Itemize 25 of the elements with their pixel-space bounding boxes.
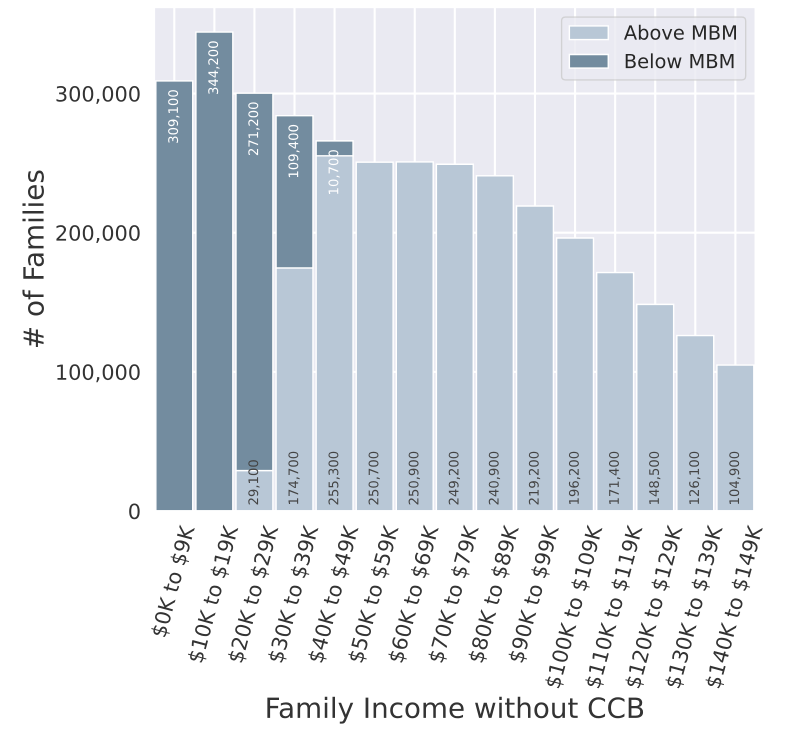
y-axis-title: # of Families	[22, 170, 44, 347]
data-label: 250,900	[408, 452, 420, 504]
data-label: 255,300	[328, 452, 340, 504]
data-label: 309,100	[168, 90, 180, 143]
y-tick-label: 300,000	[56, 86, 140, 104]
data-label: 148,500	[649, 452, 660, 504]
legend-label: Above MBM	[624, 24, 736, 40]
legend-label: Below MBM	[626, 53, 734, 68]
data-label: 249,200	[448, 452, 460, 504]
data-label: 104,900	[729, 452, 741, 504]
x-axis-title: Family Income without CCB	[267, 696, 644, 724]
y-tick-label: 200,000	[56, 225, 140, 244]
data-label: 219,200	[528, 452, 540, 504]
data-label: 250,700	[368, 452, 380, 504]
y-tick-label: 0	[129, 503, 140, 520]
data-label: 29,100	[248, 460, 260, 504]
data-label: 271,200	[248, 102, 260, 156]
data-label: 240,900	[488, 452, 500, 504]
y-tick-label: 100,000	[57, 364, 140, 382]
data-label: 174,700	[288, 452, 300, 504]
data-label: 109,400	[288, 124, 300, 178]
data-label: 344,200	[208, 41, 220, 94]
data-label: 126,100	[689, 452, 700, 504]
data-label: 171,400	[608, 452, 620, 504]
data-label: 196,200	[568, 452, 580, 504]
